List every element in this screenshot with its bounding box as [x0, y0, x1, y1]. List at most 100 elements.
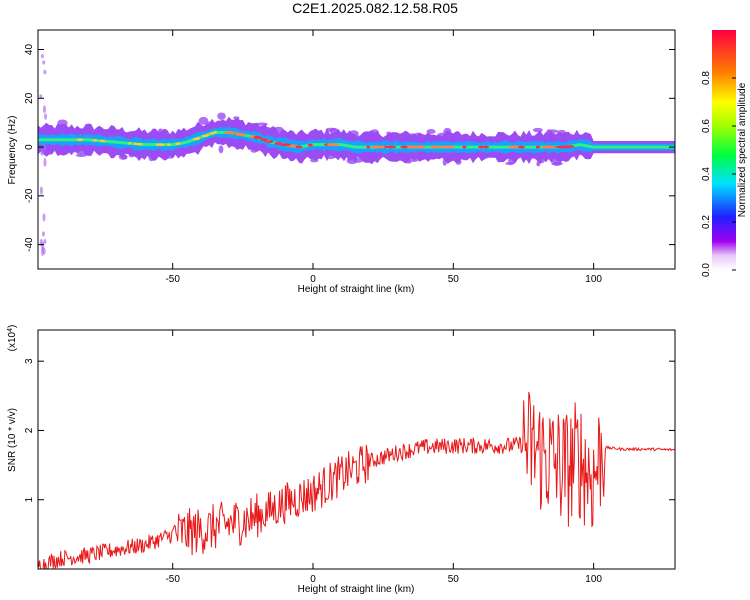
spectrogram-speckle — [272, 126, 285, 134]
spectrogram-hotspot — [228, 131, 235, 135]
spectrogram-ytick-label: 0 — [24, 144, 35, 150]
spectrogram-speckle — [42, 213, 46, 222]
colorbar-label: Normalized spectral amplitude — [737, 82, 748, 217]
spectrogram-hotspot — [478, 145, 485, 149]
spectrogram-speckle — [233, 116, 240, 120]
spectrogram-hotspot — [166, 143, 171, 146]
spectrogram-speckle — [41, 231, 45, 237]
spectrogram-speckle — [455, 159, 462, 165]
colorbar-tick-label: 0.8 — [701, 71, 712, 85]
spectrogram-speckle — [552, 158, 562, 166]
spectrogram-hotspot — [307, 143, 313, 147]
spectrogram-speckle — [57, 119, 68, 127]
spectrogram-ylabel: Frequency (Hz) — [7, 116, 18, 185]
spectrogram-hotspot — [535, 145, 541, 149]
spectrogram-speckle — [43, 69, 47, 75]
colorbar-tick-label: 0.4 — [701, 167, 712, 181]
spectrogram-speckle — [39, 94, 43, 99]
spectrogram-xtick-label: 50 — [448, 274, 460, 285]
colorbar-ticks: 0.0 0.2 0.4 0.6 0.8 — [701, 71, 736, 277]
spectrogram-speckle — [165, 133, 170, 138]
spectrogram-speckle — [532, 127, 543, 133]
spectrogram-speckle — [44, 113, 48, 120]
spectrogram-speckle — [42, 105, 46, 114]
spectrogram-speckle — [370, 129, 379, 136]
spectrogram-hotspot — [133, 142, 138, 146]
spectrogram-speckle — [97, 127, 104, 135]
spectrogram-speckle — [426, 129, 436, 135]
spectrogram-speckle — [386, 131, 392, 135]
spectrogram-hotspot — [518, 145, 526, 149]
snr-frame — [37, 329, 676, 570]
spectrogram-speckle — [67, 145, 79, 153]
spectrogram-hotspot — [208, 132, 216, 135]
spectrogram-speckle — [537, 157, 545, 164]
spectrogram-speckle — [483, 151, 490, 159]
colorbar: 0.0 0.2 0.4 0.6 0.8 Normalized spectral ampl… — [701, 30, 748, 277]
spectrogram-hotspot — [99, 139, 106, 143]
spectrogram-hotspot — [279, 143, 291, 147]
spectrogram-speckle — [290, 136, 299, 140]
spectrogram-speckle — [43, 144, 47, 151]
spectrogram-hotspot — [482, 145, 490, 149]
spectrogram-hotspot — [275, 142, 283, 145]
spectrogram-hotspot — [555, 145, 566, 149]
spectrogram-speckle — [42, 60, 46, 65]
spectrogram-speckle — [498, 133, 509, 139]
spectrogram-speckle — [40, 149, 44, 156]
colorbar-gradient — [712, 30, 736, 270]
snr-panel: -50 0 50 100 1 2 3 Height of straight line (km… — [7, 325, 676, 595]
snr-xlabel: Height of straight line (km) — [298, 584, 415, 595]
spectrogram-hotspot — [439, 145, 452, 149]
spectrogram-hotspot — [175, 142, 181, 145]
spectrogram-speckle — [352, 157, 364, 163]
spectrogram-speckle — [442, 158, 447, 166]
spectrogram-speckle — [340, 153, 347, 160]
spectrogram-hotspot — [331, 143, 340, 147]
spectrogram-speckle — [76, 149, 87, 155]
spectrogram-speckle — [164, 151, 175, 159]
spectrogram-hotspot — [201, 134, 209, 138]
spectrogram-speckle — [362, 134, 369, 141]
colorbar-tick-label: 0.6 — [701, 119, 712, 133]
spectrogram-speckle — [413, 132, 422, 140]
spectrogram-speckle — [557, 129, 567, 135]
spectrogram-xtick-label: 100 — [585, 274, 602, 285]
spectrogram-ytick-label: -40 — [24, 237, 35, 252]
snr-ytick-label: 3 — [24, 358, 35, 364]
spectrogram-speckle — [43, 239, 47, 245]
spectrogram-speckle — [39, 186, 43, 196]
spectrogram-speckle — [256, 122, 268, 126]
snr-xtick-label: 0 — [310, 574, 316, 585]
spectrogram-speckle — [128, 152, 135, 158]
spectrogram-speckle — [110, 128, 117, 132]
snr-multiplier: (x104) — [7, 325, 19, 352]
spectrogram-hotspot — [411, 145, 421, 149]
spectrogram-speckle — [250, 147, 258, 153]
spectrogram-speckle — [348, 130, 359, 138]
spectrogram-hotspot — [196, 136, 201, 140]
spectrogram-speckle — [563, 156, 569, 162]
spectrogram-hotspot — [462, 145, 467, 149]
spectrogram-speckle — [198, 116, 209, 125]
spectrogram-hotspot — [92, 139, 98, 142]
spectrogram-hotspot — [430, 145, 440, 149]
spectrogram-speckle — [40, 246, 44, 257]
spectrogram-heatmap — [38, 53, 675, 257]
spectrogram-speckle — [560, 137, 567, 142]
spectrogram-speckle — [87, 148, 92, 153]
colorbar-tick-label: 0.2 — [701, 215, 712, 229]
spectrogram-speckle — [157, 128, 164, 137]
spectrogram-hotspot — [385, 145, 397, 149]
spectrogram-xtick-label: -50 — [165, 274, 180, 285]
spectrogram-xlabel: Height of straight line (km) — [298, 284, 415, 295]
snr-line-area — [38, 391, 675, 569]
snr-xtick-label: -50 — [165, 574, 180, 585]
spectrogram-speckle — [324, 153, 337, 160]
spectrogram-speckle — [40, 53, 44, 59]
spectrogram-ytick-label: -20 — [24, 188, 35, 203]
snr-xtick-label: 50 — [448, 574, 460, 585]
spectrogram-ytick-label: 20 — [24, 92, 35, 104]
spectrogram-speckle — [354, 135, 364, 139]
spectrogram-speckle — [370, 153, 379, 157]
